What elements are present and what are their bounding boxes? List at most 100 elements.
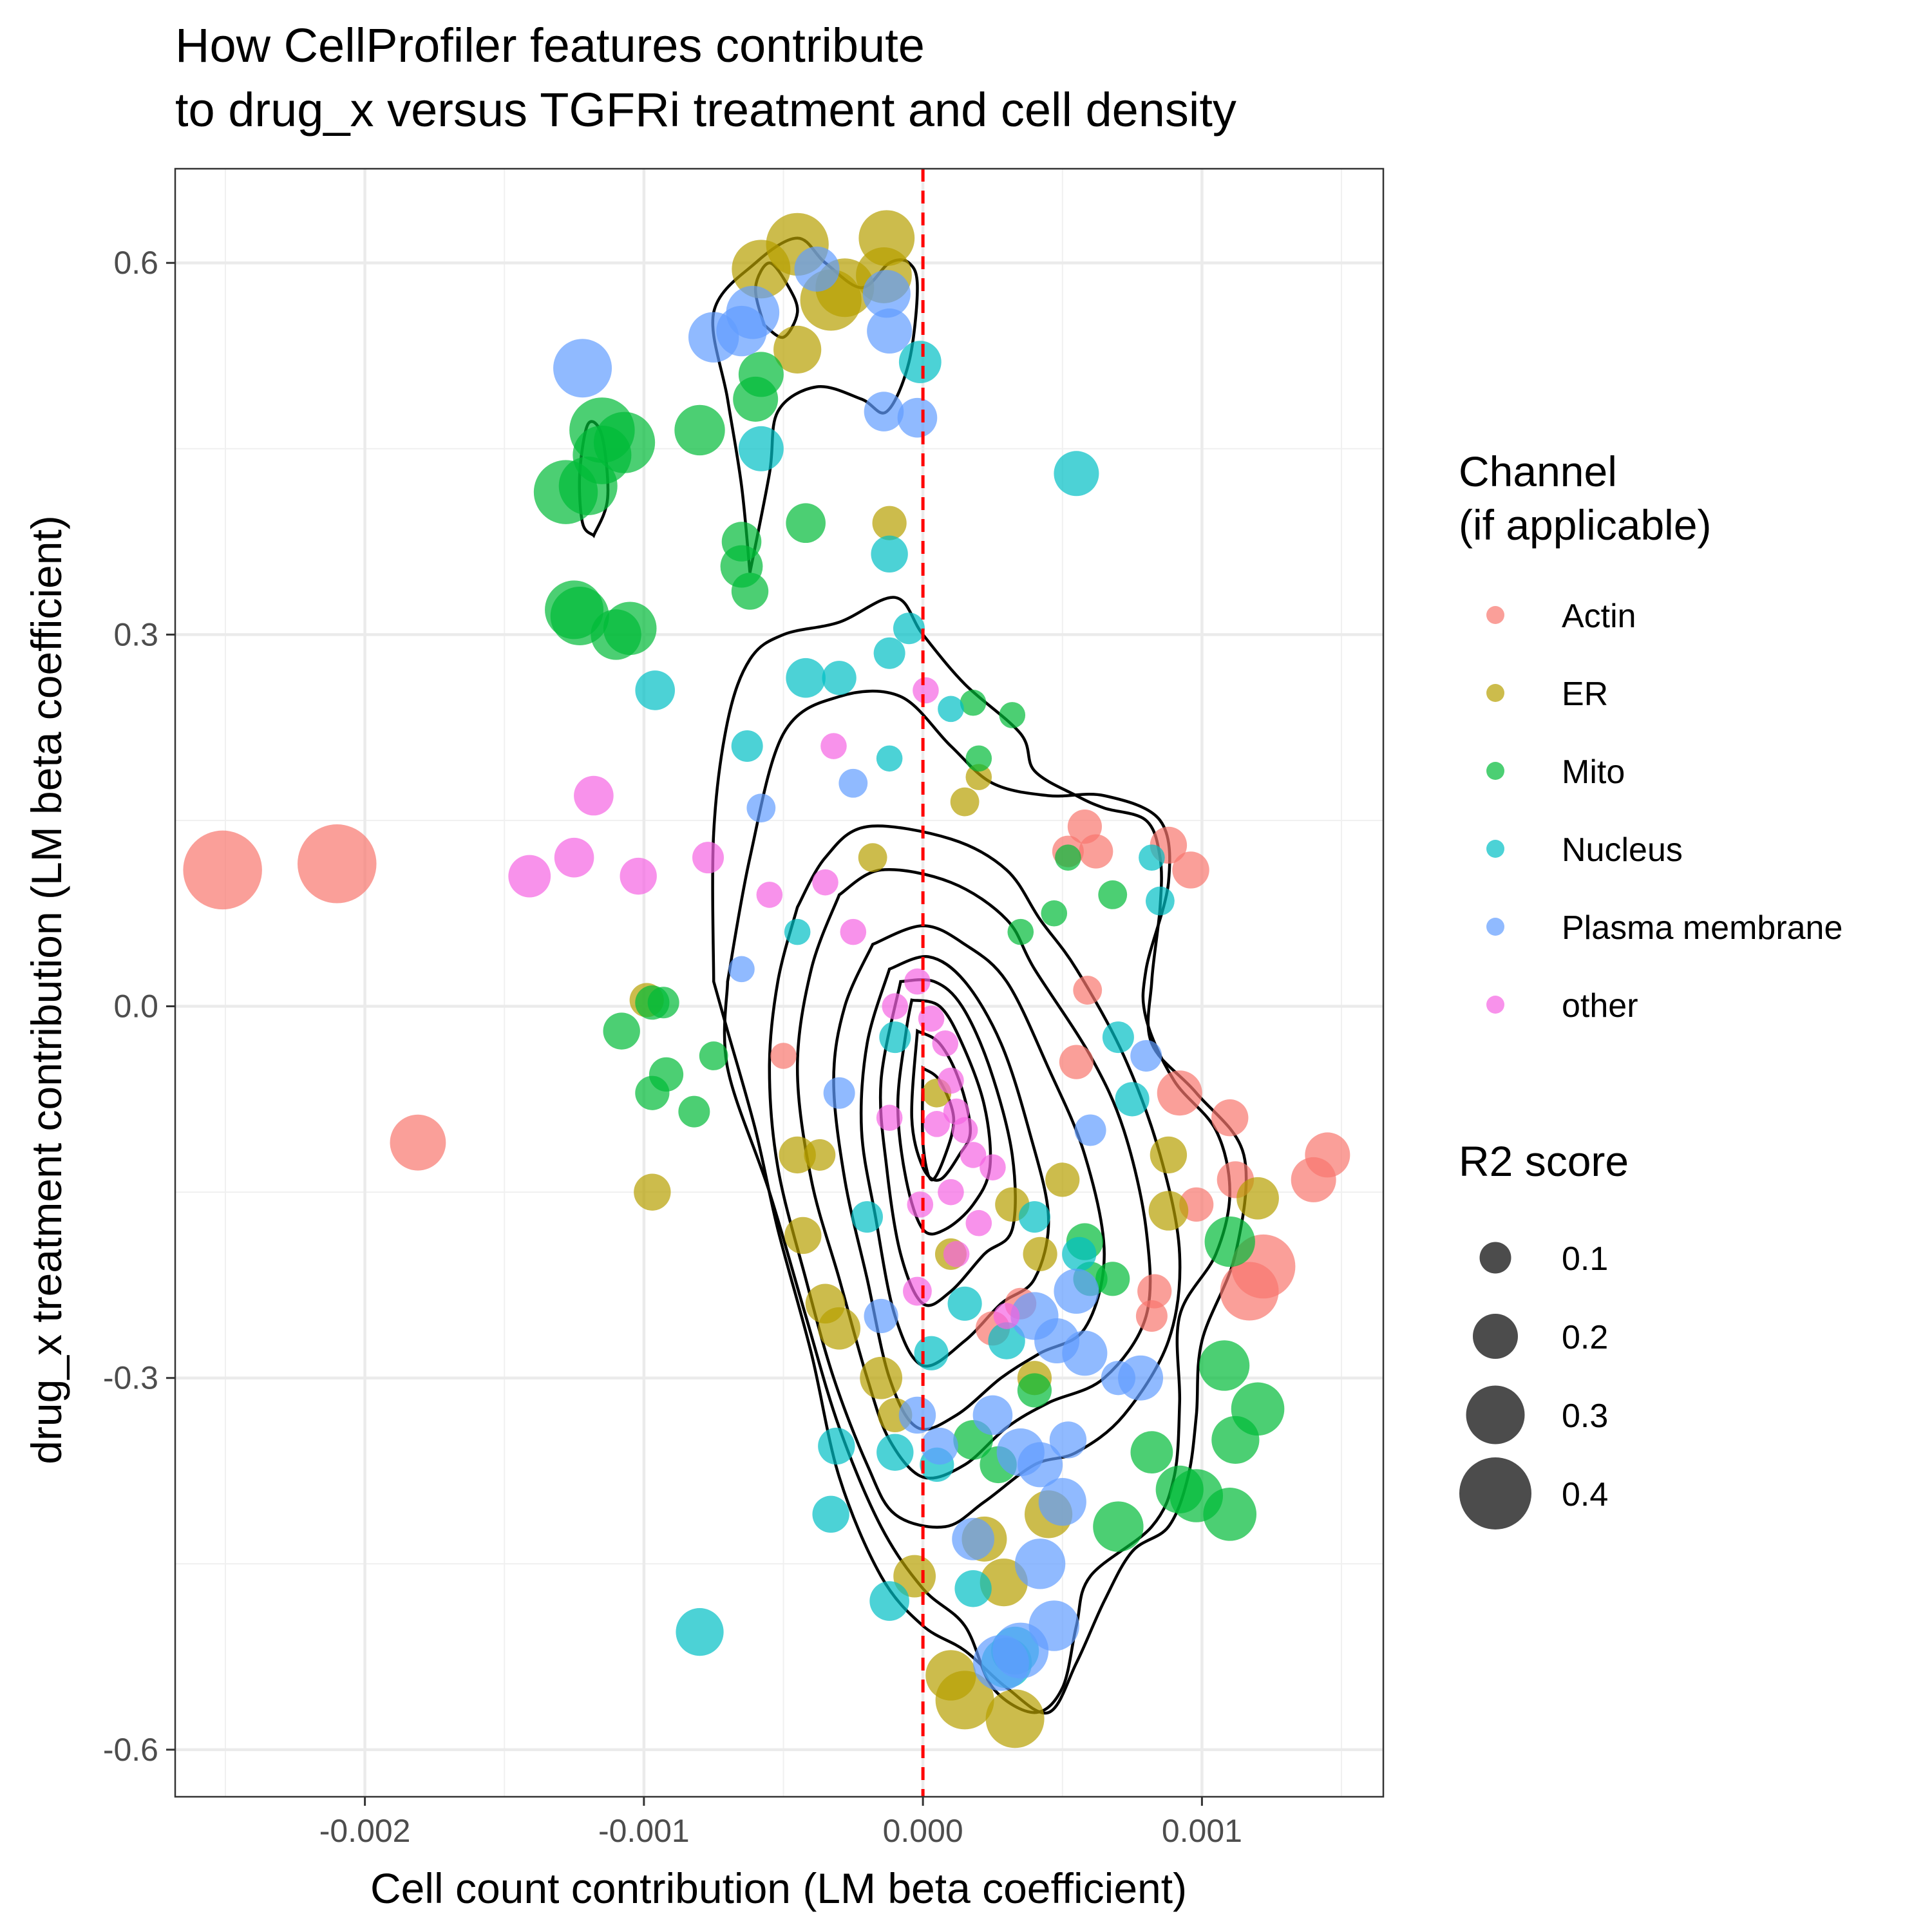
data-point [1007, 918, 1034, 945]
data-point [1038, 1478, 1086, 1526]
data-point [1049, 1421, 1087, 1459]
legend-size-key [1459, 1457, 1531, 1530]
data-point [298, 824, 377, 904]
density-contour-line [896, 998, 992, 1236]
data-point [1236, 1177, 1279, 1220]
legend-key-mito [1486, 762, 1504, 780]
data-point [1045, 1162, 1080, 1197]
density-contour-line [723, 689, 1231, 1714]
data-point [860, 1356, 903, 1399]
legend-label: Mito [1562, 753, 1625, 791]
data-point [1130, 1431, 1173, 1474]
data-point [840, 918, 867, 945]
data-point [818, 1307, 861, 1350]
data-point [913, 677, 939, 704]
data-point [770, 1043, 797, 1069]
data-point [864, 1298, 898, 1334]
y-tick-label: 0.3 [113, 616, 158, 652]
data-point [635, 670, 676, 710]
data-point [950, 787, 980, 817]
data-point [921, 1427, 958, 1465]
chart-title-line2: to drug_x versus TGFRi treatment and cel… [175, 83, 1236, 137]
legend-key-plasma-membrane [1486, 918, 1504, 936]
legend-size-label: 0.1 [1562, 1240, 1608, 1278]
data-point [820, 733, 847, 759]
y-tick-label: -0.6 [103, 1732, 158, 1768]
data-point [1018, 1442, 1063, 1488]
data-point [692, 842, 724, 874]
data-point [897, 397, 938, 438]
data-point [973, 1634, 1029, 1691]
legend-channel-title-line2: (if applicable) [1459, 501, 1712, 549]
data-point [872, 506, 907, 540]
data-point [1062, 1236, 1097, 1271]
x-axis-label: Cell count contribution (LM beta coeffic… [370, 1864, 1187, 1912]
plot-panel-border [174, 167, 1385, 1798]
data-point [1018, 1201, 1050, 1233]
data-point [999, 702, 1026, 728]
data-point [554, 837, 594, 878]
data-point [676, 1608, 724, 1656]
data-point [1139, 844, 1165, 871]
data-point [1017, 1373, 1052, 1408]
data-point [932, 1030, 959, 1057]
data-point [1073, 976, 1103, 1005]
data-point [1093, 1501, 1144, 1552]
data-point [1148, 1191, 1189, 1231]
data-point [1203, 1488, 1257, 1541]
data-point [746, 793, 776, 823]
data-point [1101, 1361, 1136, 1396]
data-point [876, 745, 903, 772]
data-point [1211, 1099, 1249, 1137]
data-point [738, 352, 784, 397]
legend-label: Actin [1562, 598, 1636, 635]
density-contour-line [878, 978, 1017, 1307]
data-point [873, 637, 905, 669]
data-point [183, 830, 262, 910]
data-point [1054, 451, 1099, 497]
data-point [1055, 844, 1081, 871]
data-point [988, 1322, 1025, 1359]
x-tick-label: -0.002 [319, 1813, 411, 1849]
data-point [804, 1139, 836, 1171]
y-tick-label: 0.0 [113, 989, 158, 1025]
data-point [1155, 1465, 1204, 1513]
data-point [1102, 1021, 1134, 1054]
y-tick-label: -0.3 [103, 1360, 158, 1396]
data-point [851, 1201, 883, 1233]
data-point [1220, 1262, 1279, 1321]
data-point [952, 1517, 995, 1560]
data-point [858, 843, 887, 873]
data-point [862, 270, 911, 318]
data-point [728, 956, 755, 983]
data-point [1074, 1114, 1106, 1146]
data-point [907, 1191, 934, 1218]
y-axis-ticks: -0.6 -0.3 0.0 0.3 0.6 [103, 245, 175, 1768]
data-point [938, 696, 964, 723]
data-point [1291, 1157, 1336, 1202]
data-point [822, 661, 857, 696]
data-point [965, 764, 992, 790]
data-point [960, 689, 987, 716]
data-point [965, 745, 992, 772]
data-point [972, 1395, 1013, 1435]
data-point [1157, 1070, 1202, 1116]
data-point [951, 1117, 978, 1144]
data-point [1014, 1539, 1066, 1589]
y-axis-label: drug_x treatment contribution (LM beta c… [23, 515, 70, 1464]
legend-size-label: 0.3 [1562, 1397, 1608, 1435]
data-point [786, 503, 826, 544]
data-point [812, 869, 838, 896]
data-point [1059, 1045, 1094, 1079]
data-point [1135, 1300, 1168, 1332]
data-point [938, 1067, 964, 1094]
data-point [1062, 1331, 1108, 1376]
data-point [1198, 1340, 1250, 1391]
legend-label: Plasma membrane [1562, 909, 1842, 947]
data-point [818, 1427, 855, 1465]
data-point [794, 246, 840, 292]
data-point [993, 1303, 1020, 1329]
data-point [882, 993, 909, 1019]
legend-label: Nucleus [1562, 831, 1683, 869]
